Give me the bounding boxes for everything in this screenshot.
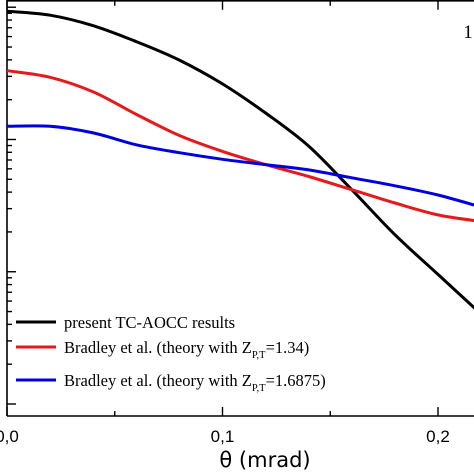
- panel-label: 1: [463, 22, 473, 43]
- legend-entry-0: present TC-AOCC results: [64, 313, 235, 332]
- x-tick-label: 0,0: [0, 427, 19, 446]
- series-line-1: [6, 69, 474, 223]
- x-tick-label: 0,1: [211, 427, 235, 446]
- x-tick-label: 0,2: [426, 427, 450, 446]
- legend-entry-1: Bradley et al. (theory with ZP,T=1.34): [64, 338, 309, 361]
- series-line-2: [6, 124, 474, 207]
- series-line-0: [6, 9, 474, 310]
- x-axis-label: θ (mrad): [219, 448, 310, 472]
- legend-entry-2: Bradley et al. (theory with ZP,T=1.6875): [64, 371, 326, 394]
- legend: present TC-AOCC results Bradley et al. (t…: [16, 313, 326, 394]
- axis-ticks: 0,0 0,1 0,2: [0, 0, 450, 446]
- series-lines: [6, 9, 474, 310]
